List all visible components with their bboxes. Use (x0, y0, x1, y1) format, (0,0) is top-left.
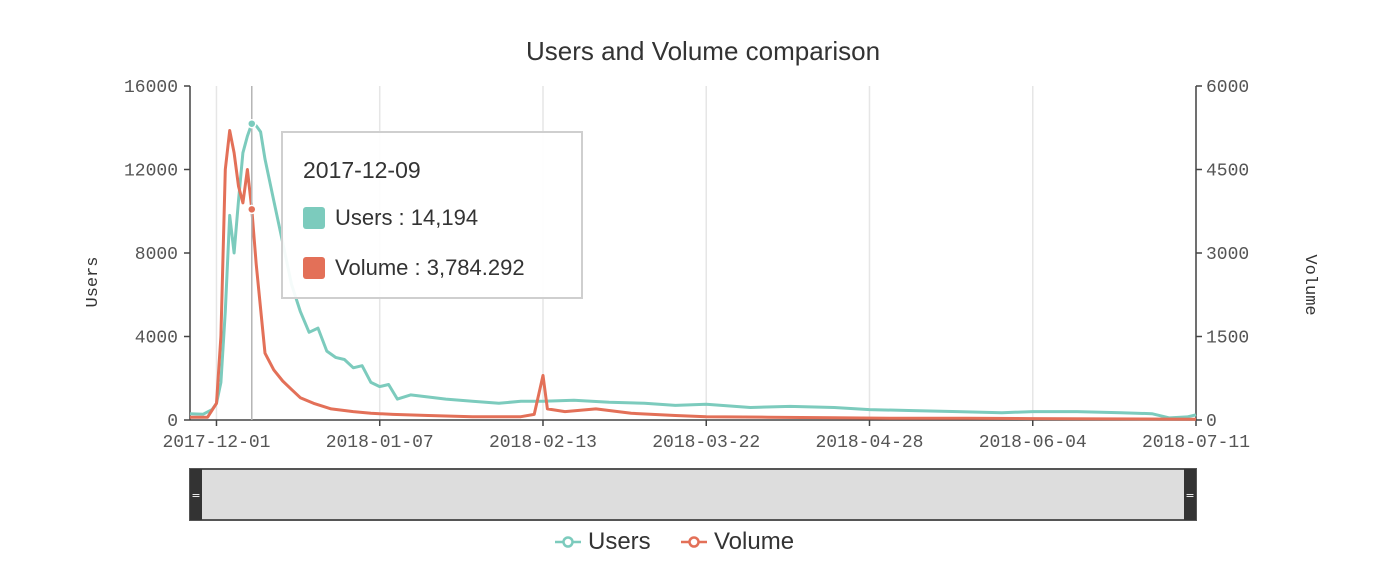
x-tick-label: 2018-01-07 (326, 433, 434, 453)
range-slider-left-handle[interactable] (190, 469, 202, 520)
left-tick-label: 8000 (135, 245, 178, 265)
hover-points (247, 118, 257, 215)
left-tick-label: 0 (167, 412, 178, 432)
range-slider[interactable]: = = (189, 468, 1197, 521)
right-y-axis-label: Volume (1300, 254, 1319, 315)
x-tick-label: 2017-12-01 (162, 433, 270, 453)
x-tick-label: 2018-02-13 (489, 433, 597, 453)
right-handle-grip-icon: = (1185, 489, 1194, 502)
left-y-ticks: 16000 12000 8000 4000 0 (124, 78, 190, 432)
right-y-ticks: 6000 4500 3000 1500 0 (1196, 78, 1249, 432)
tooltip: 2017-12-09 Users : 14,194 Volume : 3,784… (281, 131, 583, 299)
legend-item-users[interactable]: Users (555, 528, 651, 555)
series-line-users (189, 122, 1197, 420)
left-y-axis-label: Users (84, 256, 103, 307)
tooltip-date: 2017-12-09 (303, 157, 421, 183)
left-handle-grip-icon: = (191, 489, 200, 502)
tooltip-row-volume: Volume : 3,784.292 (303, 255, 525, 281)
legend-label-users: Users (588, 528, 651, 555)
tooltip-row-users: Users : 14,194 (303, 205, 478, 231)
left-tick-label: 12000 (124, 162, 178, 182)
chart-title: Users and Volume comparison (526, 36, 880, 66)
x-tick-label: 2018-03-22 (652, 433, 760, 453)
right-tick-label: 1500 (1206, 329, 1249, 349)
legend: Users Volume (555, 528, 794, 555)
x-tick-label: 2018-06-04 (979, 433, 1087, 453)
range-slider-track (189, 468, 1197, 521)
tooltip-volume-value: Volume : 3,784.292 (335, 255, 525, 280)
hover-point-volume (247, 204, 257, 215)
left-tick-label: 4000 (135, 329, 178, 349)
x-tick-label: 2018-07-11 (1142, 433, 1250, 453)
legend-label-volume: Volume (714, 528, 794, 555)
volume-swatch-icon (303, 257, 325, 279)
right-tick-label: 4500 (1206, 162, 1249, 182)
tooltip-users-value: Users : 14,194 (335, 205, 479, 230)
x-axis-ticks: 2017-12-01 2018-01-07 2018-02-13 2018-03-22… (162, 420, 1250, 453)
x-tick-label: 2018-04-28 (815, 433, 923, 453)
legend-item-volume[interactable]: Volume (681, 528, 794, 555)
users-legend-marker-icon (562, 536, 574, 548)
right-tick-label: 6000 (1206, 78, 1249, 98)
right-tick-label: 3000 (1206, 245, 1249, 265)
hover-point-users (247, 118, 257, 129)
series-layer (189, 122, 1197, 421)
range-slider-right-handle[interactable] (1184, 469, 1196, 520)
left-tick-label: 16000 (124, 78, 178, 98)
series-line-volume (190, 129, 1197, 421)
volume-legend-marker-icon (688, 536, 700, 548)
users-swatch-icon (303, 207, 325, 229)
right-tick-label: 0 (1206, 412, 1217, 432)
